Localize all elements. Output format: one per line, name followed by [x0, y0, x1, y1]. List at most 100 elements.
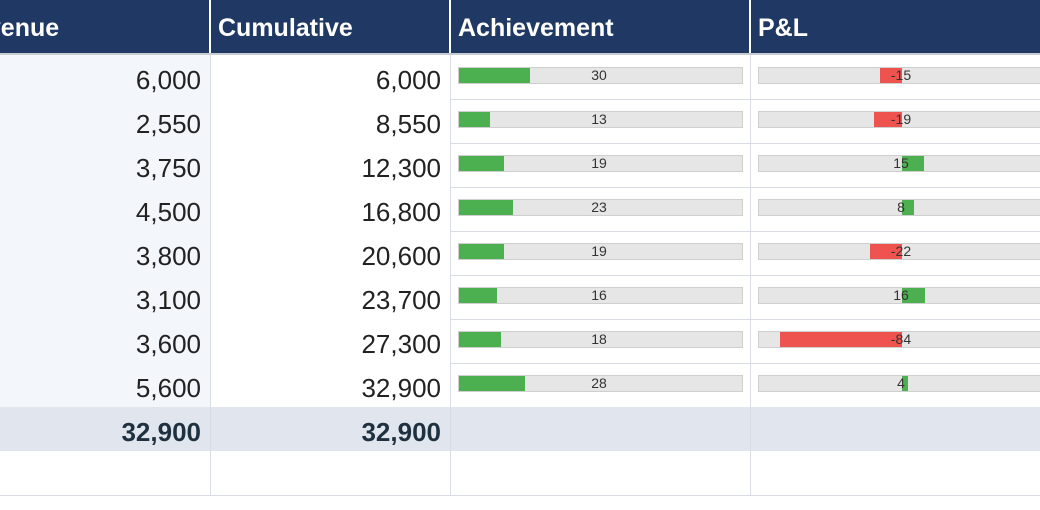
total-cumulative[interactable]: 32,900	[211, 407, 451, 451]
achievement-bar-track	[458, 67, 743, 84]
achievement-label: 28	[591, 375, 607, 391]
pnl-bar-track	[758, 111, 1040, 128]
achievement-cell[interactable]: 23	[451, 187, 751, 231]
revenue-cell[interactable]: 6,000	[0, 55, 211, 99]
achievement-bar	[459, 68, 530, 83]
empty-cell[interactable]	[451, 451, 751, 495]
empty-cell[interactable]	[211, 451, 451, 495]
total-revenue[interactable]: 32,900	[0, 407, 211, 451]
revenue-cell[interactable]: 3,600	[0, 319, 211, 363]
achievement-bar-track	[458, 199, 743, 216]
table-row: 2,550 8,550 13 -19	[0, 99, 1040, 144]
pnl-label: -15	[890, 67, 912, 83]
pnl-cell[interactable]: 4	[751, 363, 1040, 407]
achievement-bar	[459, 376, 525, 391]
pnl-cell[interactable]: -15	[751, 55, 1040, 99]
achievement-bar	[459, 200, 513, 215]
table-row: 4,500 16,800 23 8	[0, 187, 1040, 232]
achievement-label: 18	[591, 331, 607, 347]
achievement-cell[interactable]: 28	[451, 363, 751, 407]
achievement-label: 13	[591, 111, 607, 127]
cumulative-cell[interactable]: 16,800	[211, 187, 451, 231]
pnl-label: -22	[890, 243, 912, 259]
table-row: 5,600 32,900 28 4	[0, 363, 1040, 408]
pnl-bar	[902, 200, 914, 215]
table-row: 3,100 23,700 16 16	[0, 275, 1040, 320]
header-achievement[interactable]: Achievement	[451, 0, 751, 53]
achievement-bar-track	[458, 375, 743, 392]
table-row: 3,600 27,300 18 -84	[0, 319, 1040, 364]
achievement-bar	[459, 244, 504, 259]
cumulative-cell[interactable]: 32,900	[211, 363, 451, 407]
pnl-bar	[902, 376, 908, 391]
revenue-cell[interactable]: 4,500	[0, 187, 211, 231]
achievement-cell[interactable]: 19	[451, 143, 751, 187]
achievement-bar	[459, 156, 504, 171]
pnl-bar-track	[758, 155, 1040, 172]
pnl-label: 16	[893, 287, 909, 303]
total-pnl-cell[interactable]	[751, 407, 1040, 451]
table-row: 6,000 6,000 30 -15	[0, 55, 1040, 100]
header-cumulative[interactable]: Cumulative	[211, 0, 451, 53]
header-pnl[interactable]: P&L	[758, 14, 808, 42]
achievement-bar	[459, 112, 490, 127]
pnl-label: -84	[890, 331, 912, 347]
achievement-cell[interactable]: 19	[451, 231, 751, 275]
empty-cell[interactable]	[751, 451, 1040, 495]
achievement-bar-track	[458, 287, 743, 304]
empty-row	[0, 451, 1040, 496]
header-revenue[interactable]: evenue	[0, 0, 211, 53]
achievement-bar-track	[458, 111, 743, 128]
table-row: 3,750 12,300 19 15	[0, 143, 1040, 188]
achievement-label: 16	[591, 287, 607, 303]
achievement-bar	[459, 332, 501, 347]
pnl-cell[interactable]: -84	[751, 319, 1040, 363]
revenue-cell[interactable]: 3,800	[0, 231, 211, 275]
revenue-cell[interactable]: 3,100	[0, 275, 211, 319]
revenue-cell[interactable]: 3,750	[0, 143, 211, 187]
pnl-bar	[902, 156, 924, 171]
pnl-label: 4	[897, 375, 905, 391]
pnl-label: -19	[890, 111, 912, 127]
achievement-bar-track	[458, 243, 743, 260]
cumulative-cell[interactable]: 23,700	[211, 275, 451, 319]
pnl-bar-track	[758, 243, 1040, 260]
achievement-cell[interactable]: 30	[451, 55, 751, 99]
cumulative-cell[interactable]: 27,300	[211, 319, 451, 363]
pnl-bar-track	[758, 67, 1040, 84]
pnl-bar-track	[758, 287, 1040, 304]
cumulative-cell[interactable]: 6,000	[211, 55, 451, 99]
revenue-cell[interactable]: 2,550	[0, 99, 211, 143]
cumulative-cell[interactable]: 8,550	[211, 99, 451, 143]
cumulative-cell[interactable]: 20,600	[211, 231, 451, 275]
header-row: evenue Cumulative Achievement P&L	[0, 0, 1040, 55]
pnl-bar	[902, 288, 925, 303]
pnl-cell[interactable]: 8	[751, 187, 1040, 231]
achievement-cell[interactable]: 18	[451, 319, 751, 363]
revenue-cell[interactable]: 5,600	[0, 363, 211, 407]
pnl-label: 15	[893, 155, 909, 171]
table-row: 3,800 20,600 19 -22	[0, 231, 1040, 276]
pnl-cell[interactable]: -22	[751, 231, 1040, 275]
achievement-cell[interactable]: 16	[451, 275, 751, 319]
achievement-cell[interactable]: 13	[451, 99, 751, 143]
total-row: 32,900 32,900	[0, 407, 1040, 452]
achievement-bar-track	[458, 331, 743, 348]
pnl-bar	[874, 112, 902, 127]
pnl-bar	[870, 244, 902, 259]
pnl-cell[interactable]: -19	[751, 99, 1040, 143]
pnl-cell[interactable]: 16	[751, 275, 1040, 319]
achievement-label: 19	[591, 243, 607, 259]
pnl-cell[interactable]: 15	[751, 143, 1040, 187]
achievement-bar-track	[458, 155, 743, 172]
achievement-bar	[459, 288, 497, 303]
achievement-label: 30	[591, 67, 607, 83]
pnl-bar-track	[758, 375, 1040, 392]
pnl-bar	[880, 68, 902, 83]
pnl-label: 8	[897, 199, 905, 215]
pnl-bar-track	[758, 199, 1040, 216]
cumulative-cell[interactable]: 12,300	[211, 143, 451, 187]
empty-cell[interactable]	[0, 451, 211, 495]
total-achievement-cell[interactable]	[451, 407, 751, 451]
